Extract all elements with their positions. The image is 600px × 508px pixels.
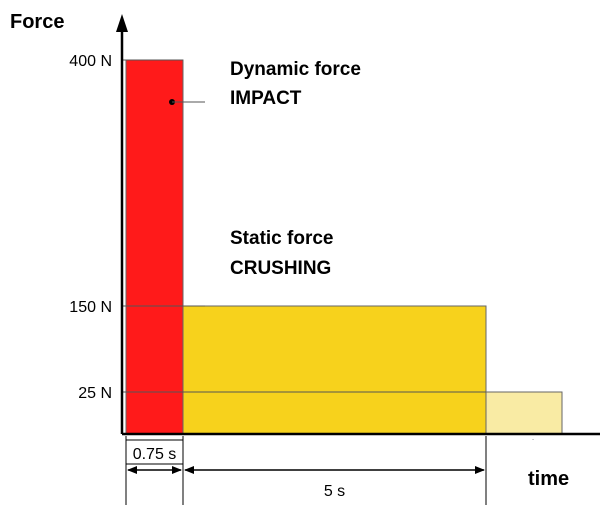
y-tick-label-1: 150 N	[69, 299, 112, 316]
dim-label-1: 5 s	[324, 483, 345, 500]
y-tick-label-2: 400 N	[69, 53, 112, 70]
bar-2	[485, 391, 563, 435]
bar-0	[125, 59, 184, 435]
x-axis-title: time	[528, 468, 569, 490]
annotation-static-line1: Static force	[230, 228, 333, 249]
bar-1	[182, 305, 487, 435]
dim-label-box-0	[125, 439, 184, 465]
y-tick-label-0: 25 N	[78, 385, 112, 402]
annotation-dynamic-line2: IMPACT	[230, 88, 302, 109]
dim-label-0: 0.75 s	[133, 446, 177, 463]
annotation-dynamic-line1: Dynamic force	[230, 59, 361, 80]
y-axis-arrow-icon	[116, 14, 128, 32]
y-axis-title: Force	[10, 11, 64, 33]
annotation-static-line2: CRUSHING	[230, 258, 331, 279]
